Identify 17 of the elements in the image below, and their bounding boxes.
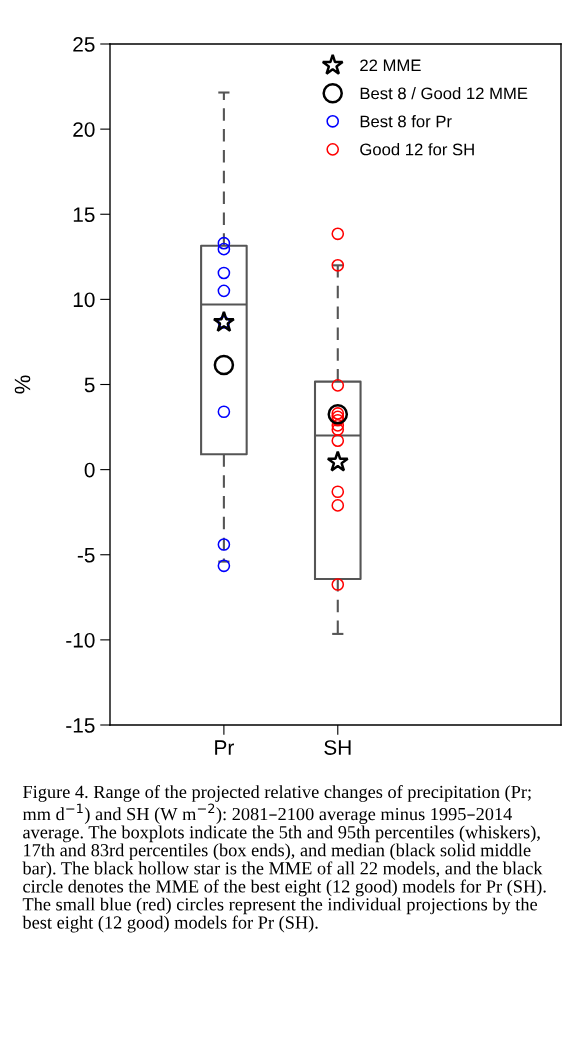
y-tick-label: -5 xyxy=(77,547,95,563)
legend-label: Best 8 for Pr xyxy=(360,115,452,128)
legend-label: Best 8 / Good 12 MME xyxy=(360,87,528,100)
y-tick-label: 20 xyxy=(73,122,95,137)
y-tick-label: -10 xyxy=(66,632,95,648)
y-tick-label: -15 xyxy=(66,718,95,733)
x-tick-label: SH xyxy=(324,740,351,755)
legend-label: Good 12 for SH xyxy=(360,143,474,156)
y-tick-label: 25 xyxy=(73,37,95,52)
legend-label: 22 MME xyxy=(360,59,421,72)
y-tick-label: 15 xyxy=(73,207,95,222)
y-tick-label: 5 xyxy=(84,377,95,393)
x-tick-label: Pr xyxy=(215,740,234,755)
y-tick-label: 10 xyxy=(73,292,95,308)
text: Figure 4. Range of the projected relative changes of precipitation (Pr; mm d$^{−1}$) and SH (W m$^{−2}$): 2081–2100 average minus 1995–2014 average. The boxplots indicate the 5th and 95th percentiles (whiskers), 17th and 83rd percentiles (box ends), and median (black solid middle bar). The black hollow star is the MME of all 22 models, and the black circle denotes the MME of the best eight (12 good) models for Pr (SH). The small blue (red) circles represent the individual projections by the best eight (12 good) models for Pr (SH). xyxy=(22,785,546,933)
y-tick-label: 0 xyxy=(84,462,95,478)
y-axis-title: % xyxy=(14,375,31,394)
